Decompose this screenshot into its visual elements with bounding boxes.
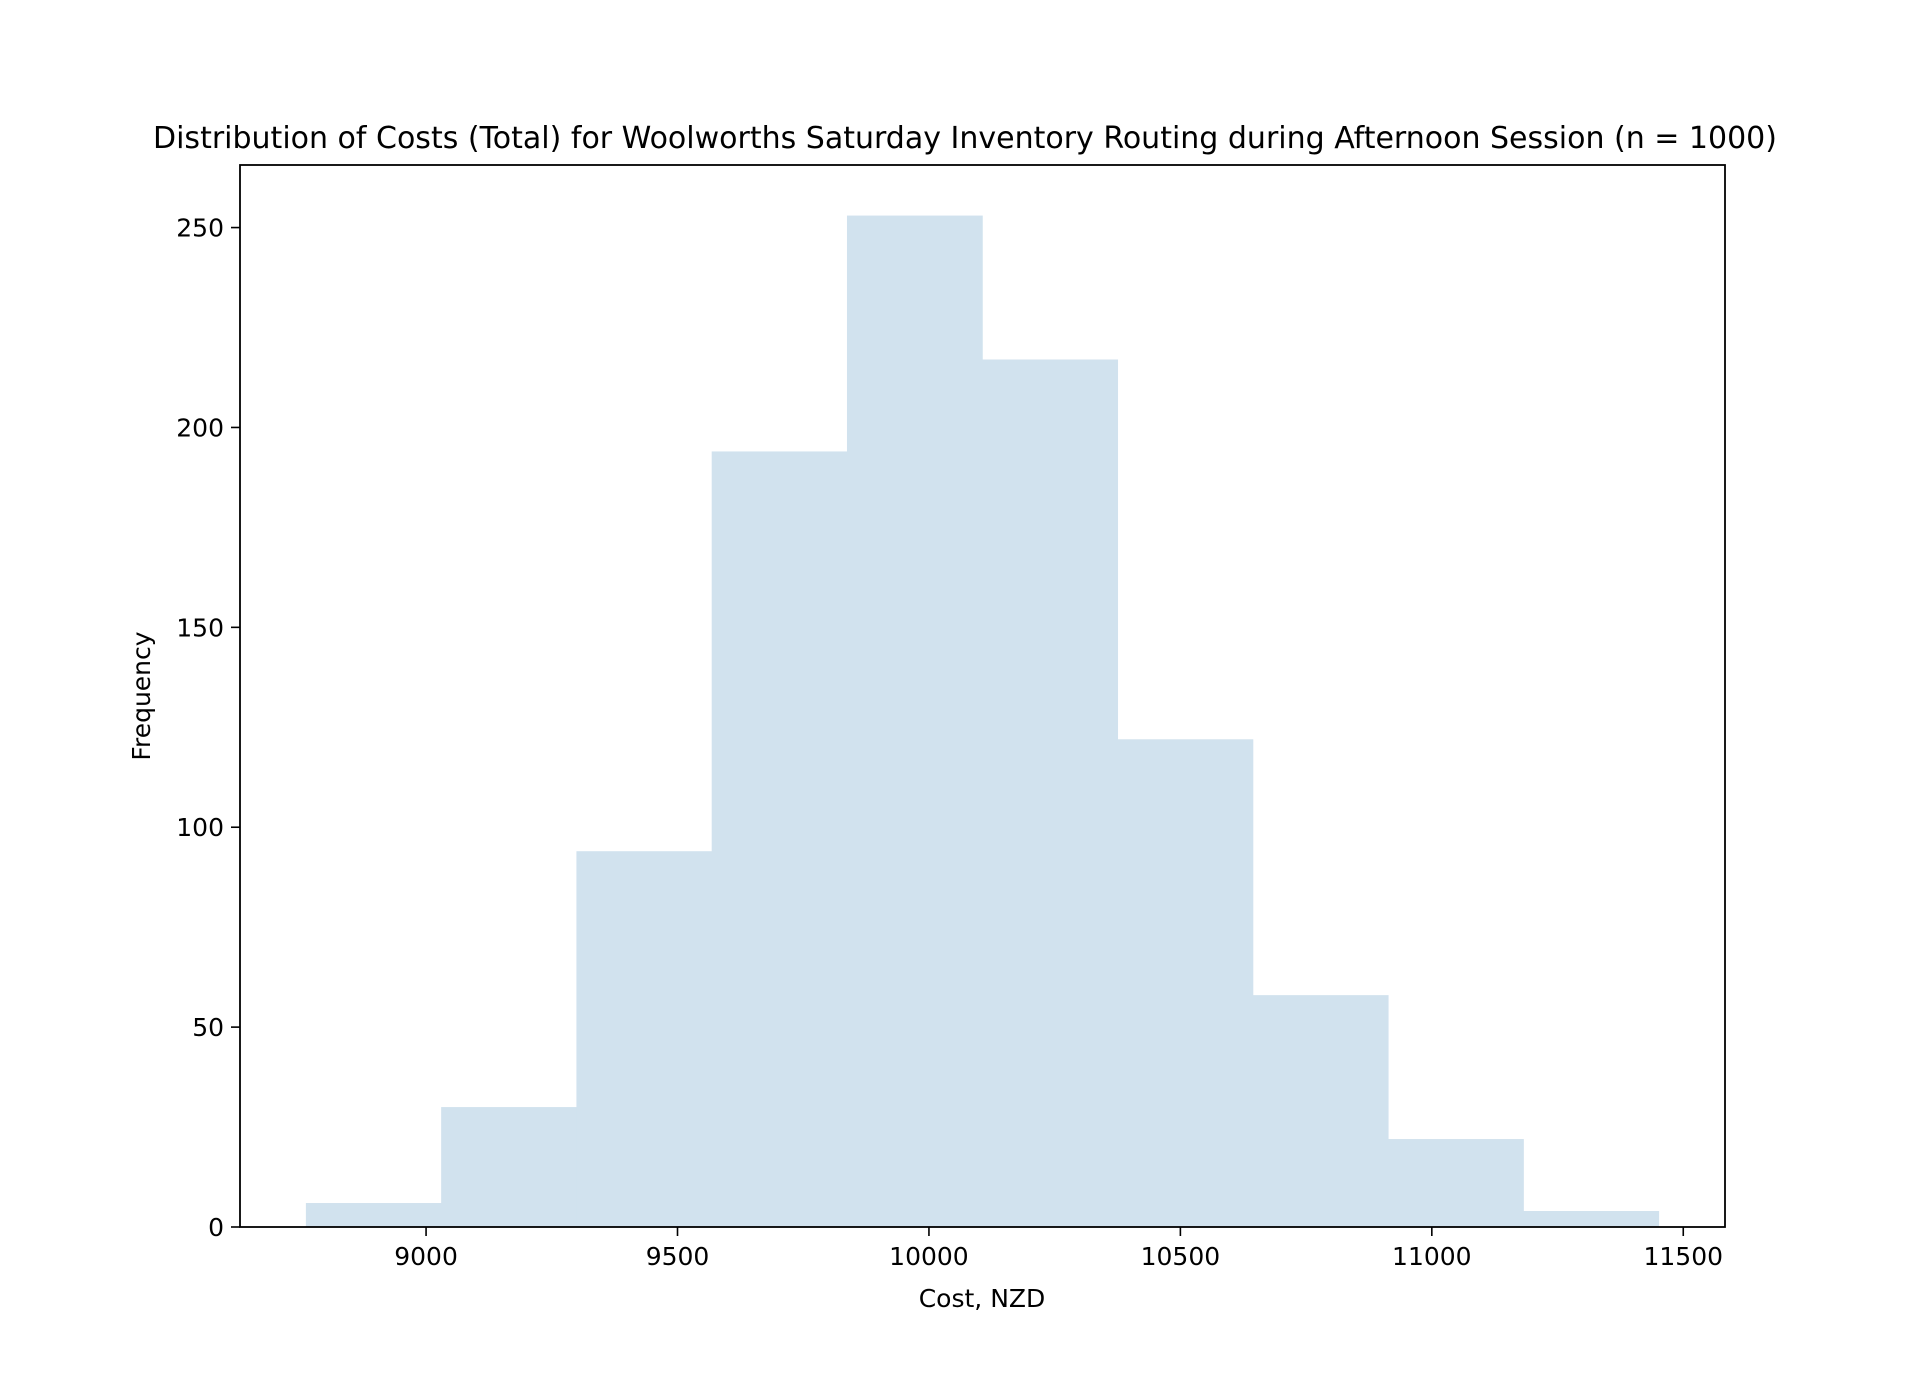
histogram-bar <box>1252 995 1389 1227</box>
x-tick-label: 11500 <box>1643 1242 1723 1271</box>
y-tick-label: 50 <box>192 1013 224 1042</box>
chart-title: Distribution of Costs (Total) for Woolwo… <box>153 121 1777 156</box>
histogram-bar <box>1388 1139 1524 1227</box>
x-tick-label: 11000 <box>1392 1242 1472 1271</box>
histogram-bar <box>711 451 848 1227</box>
x-axis-ticks: 9000 9500 10000 10500 11000 11500 <box>394 1227 1723 1271</box>
x-tick-label: 10500 <box>1141 1242 1221 1271</box>
y-tick-label: 250 <box>176 214 224 243</box>
bars-group <box>305 215 1660 1228</box>
histogram-bar <box>441 1107 577 1227</box>
y-tick-label: 200 <box>176 413 224 442</box>
y-tick-label: 100 <box>176 813 224 842</box>
histogram-bar <box>1523 1211 1660 1227</box>
y-tick-label: 0 <box>208 1213 224 1242</box>
histogram-bar <box>1117 739 1254 1227</box>
x-axis-label: Cost, NZD <box>919 1284 1046 1313</box>
histogram-bar <box>576 851 713 1227</box>
x-tick-label: 10000 <box>889 1242 969 1271</box>
y-tick-label: 150 <box>176 613 224 642</box>
y-axis-ticks: 0 50 100 150 200 250 <box>176 214 240 1242</box>
x-tick-label: 9000 <box>394 1242 458 1271</box>
y-axis-label: Frequency <box>127 631 156 760</box>
histogram-bar <box>846 215 983 1228</box>
histogram-bar <box>305 1203 442 1227</box>
x-tick-label: 9500 <box>646 1242 710 1271</box>
histogram-bar <box>982 359 1119 1227</box>
plot-frame <box>239 164 1726 1228</box>
